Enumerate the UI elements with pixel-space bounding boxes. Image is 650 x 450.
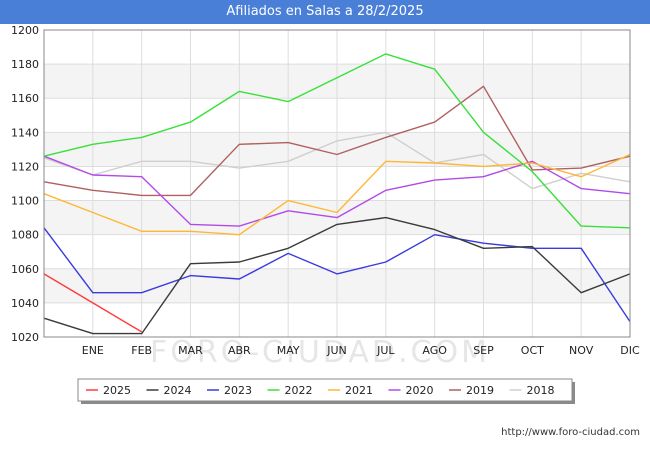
watermark: FORO-CIUDAD.COM	[150, 335, 490, 370]
y-tick-label: 1120	[11, 160, 39, 173]
series-line-2022	[43, 53, 631, 229]
legend-label-2021: 2021	[345, 384, 373, 397]
legend-label-2020: 2020	[406, 384, 434, 397]
legend-items: 2025 2024 2023 2022 2021 2020 2019 2018	[86, 384, 555, 397]
y-tick-label: 1200	[11, 24, 39, 37]
legend-label-2022: 2022	[285, 384, 313, 397]
y-tick-label: 1040	[11, 297, 39, 310]
series-line-2018	[43, 131, 631, 190]
legend-label-2025: 2025	[103, 384, 131, 397]
y-tick-label: 1020	[11, 331, 39, 344]
y-tick-label: 1180	[11, 58, 39, 71]
x-axis-ticks: ENE FEB MAR ABR MAY JUN JUL AGO SEP OCT NOV DIC	[82, 344, 640, 357]
x-tick-label: OCT	[521, 344, 544, 357]
x-tick-label: MAY	[277, 344, 300, 357]
x-tick-label: ENE	[82, 344, 104, 357]
y-tick-label: 1100	[11, 195, 39, 208]
legend-label-2024: 2024	[164, 384, 192, 397]
x-tick-label: SEP	[473, 344, 494, 357]
y-tick-label: 1080	[11, 229, 39, 242]
y-tick-label: 1060	[11, 263, 39, 276]
legend-label-2023: 2023	[224, 384, 252, 397]
chart-title: Afiliados en Salas a 28/2/2025	[0, 0, 650, 24]
series-lines	[43, 53, 631, 335]
x-tick-label: ABR	[228, 344, 251, 357]
x-tick-label: NOV	[569, 344, 594, 357]
legend-label-2019: 2019	[466, 384, 494, 397]
x-tick-label: DIC	[620, 344, 640, 357]
x-tick-label: JUN	[326, 344, 347, 357]
series-line-2021	[43, 153, 631, 236]
series-line-2025	[43, 273, 143, 333]
legend-label-2018: 2018	[527, 384, 555, 397]
x-tick-label: FEB	[131, 344, 152, 357]
plot-frame	[43, 29, 631, 338]
series-line-2023	[43, 227, 631, 322]
y-axis-ticks: 1020 1040 1060 1080 1100 1120 1140 1160 1180 1200	[11, 24, 39, 344]
legend-box	[77, 378, 573, 402]
x-tick-label: MAR	[178, 344, 203, 357]
y-tick-label: 1140	[11, 126, 39, 139]
legend: 2025 2024 2023 2022 2021 2020 2019 2018	[77, 378, 575, 404]
vertical-gridlines	[92, 30, 582, 337]
series-line-2020	[43, 155, 631, 227]
series-line-2024	[43, 216, 631, 335]
y-tick-label: 1160	[11, 92, 39, 105]
series-line-2019	[43, 85, 631, 197]
source-url: http://www.foro-ciudad.com	[501, 427, 640, 438]
x-tick-label: AGO	[422, 344, 447, 357]
x-tick-label: JUL	[376, 344, 395, 357]
